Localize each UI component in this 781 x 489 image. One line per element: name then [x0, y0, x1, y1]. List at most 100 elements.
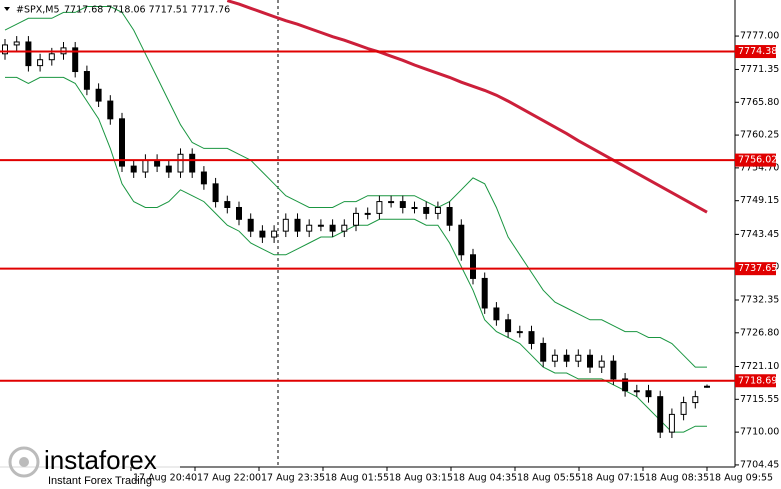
level-label: 7774.38 — [738, 46, 777, 57]
x-tick-label: 18 Aug 08:35 — [645, 473, 709, 484]
candle-body — [294, 218, 301, 232]
candle-body — [224, 201, 231, 208]
x-tick-label: 18 Aug 07:15 — [581, 473, 645, 484]
candle-body — [704, 385, 710, 388]
candle-body — [680, 402, 687, 415]
candle-body — [271, 230, 278, 238]
y-tick-label: 7760.25 — [740, 130, 779, 141]
candle-body — [657, 396, 664, 433]
candle-body — [434, 206, 441, 214]
candle-body — [95, 88, 102, 102]
x-tick-label: 18 Aug 09:55 — [709, 473, 773, 484]
candle-body — [610, 360, 617, 380]
candle-body — [481, 277, 488, 309]
candle-body — [423, 206, 430, 214]
y-tick-label: 7743.45 — [740, 229, 779, 240]
candle-body — [329, 224, 336, 232]
candle-body — [540, 342, 547, 362]
level-label: 7718.69 — [738, 375, 777, 386]
y-tick-label: 7749.15 — [740, 195, 779, 206]
y-tick-label: 7765.80 — [740, 97, 779, 108]
candle-body — [317, 224, 324, 227]
y-tick-label: 7710.00 — [740, 427, 779, 438]
candle-body — [25, 41, 32, 67]
brand: instaforex — [44, 445, 157, 475]
candle-body — [107, 100, 114, 120]
candle-body — [212, 183, 219, 203]
candle-body — [259, 230, 266, 238]
candle-body — [154, 159, 161, 167]
candle-body — [130, 165, 137, 173]
x-tick-label: 18 Aug 03:15 — [389, 473, 453, 484]
level-label: 7756.02 — [738, 155, 777, 166]
y-tick-label: 7771.35 — [740, 64, 779, 75]
candle-body — [236, 206, 242, 220]
candle-body — [645, 390, 652, 398]
candle-body — [247, 218, 254, 232]
candle-body — [282, 218, 289, 232]
bollinger-band — [4, 6, 707, 368]
tagline: Instant Forex Trading — [48, 475, 152, 487]
level-label-bg — [735, 153, 776, 167]
candle-body — [587, 354, 593, 368]
candle-body — [446, 206, 453, 226]
candle-body — [668, 413, 675, 433]
candle-body — [493, 307, 500, 321]
watermark: instaforex Instant Forex Trading — [0, 443, 180, 489]
x-tick-label: 18 Aug 01:55 — [325, 473, 389, 484]
x-tick-label: 17 Aug 22:00 — [197, 473, 261, 484]
candle-body — [388, 201, 395, 204]
candle-body — [516, 331, 523, 334]
y-tick-label: 7732.35 — [740, 295, 779, 306]
candle-body — [306, 224, 313, 232]
candle-body — [505, 319, 512, 333]
candle-body — [364, 212, 371, 215]
logo-dot — [19, 457, 29, 467]
candle-body — [48, 53, 55, 61]
y-tick-label: 7721.10 — [740, 361, 779, 372]
candle-body — [189, 153, 196, 173]
candle-body — [551, 354, 558, 362]
plot — [0, 0, 735, 439]
candle-body — [598, 360, 605, 368]
y-tick-label: 7704.45 — [740, 459, 779, 470]
level-label-bg — [735, 262, 776, 276]
moving-average — [226, 0, 708, 214]
candle-body — [37, 59, 44, 67]
ohlc-header: 7717.68 7718.06 7717.51 7717.76 — [64, 5, 230, 16]
y-tick-label: 7715.55 — [740, 394, 779, 405]
candle-body — [83, 71, 90, 90]
level-label: 7737.65 — [738, 263, 777, 274]
candle-body — [119, 118, 125, 167]
y-tick-label: 7726.80 — [740, 327, 779, 338]
candle-body — [72, 47, 79, 73]
candle-body — [458, 224, 465, 256]
candle-body — [2, 44, 8, 55]
y-tick-label: 7754.70 — [740, 162, 779, 173]
candle-body — [177, 153, 184, 173]
candle-body — [575, 354, 582, 362]
menu-arrow — [4, 7, 10, 11]
x-tick-label: 18 Aug 05:55 — [517, 473, 581, 484]
candle-body — [376, 201, 383, 214]
candle-body — [341, 224, 348, 232]
candle-body — [633, 390, 640, 393]
candle-body — [622, 378, 629, 392]
y-tick-label: 7777.00 — [740, 31, 779, 42]
symbol: #SPX,M5 — [16, 5, 60, 16]
candle-body — [411, 206, 418, 209]
candle-body — [353, 212, 359, 226]
candle-body — [165, 165, 172, 173]
x-tick-label: 17 Aug 20:40 — [133, 473, 197, 484]
candle-body — [142, 159, 149, 173]
candle-body — [528, 331, 535, 344]
candle-body — [563, 354, 570, 362]
logo-ring — [8, 446, 40, 478]
candle-body — [399, 201, 406, 208]
candle-body — [13, 41, 20, 46]
x-tick-label: 18 Aug 04:35 — [453, 473, 517, 484]
level-label-bg — [735, 374, 776, 388]
candle-body — [692, 396, 699, 404]
